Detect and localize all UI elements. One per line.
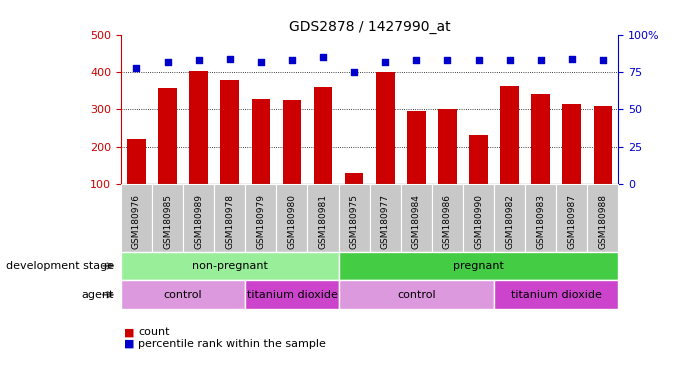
Point (224, 55, 235, 61)
Bar (500, 86, 519, 184)
Point (473, 57, 484, 63)
Text: GSM180983: GSM180983 (536, 194, 545, 249)
Point (131, 65, 142, 71)
Text: GSM180984: GSM180984 (412, 194, 421, 249)
Text: titanium dioxide: titanium dioxide (247, 290, 337, 300)
Text: GSM180986: GSM180986 (443, 194, 452, 249)
Point (504, 57, 515, 63)
Point (349, 69, 360, 75)
Point (380, 58, 391, 65)
Bar (127, 139, 146, 184)
Text: non-pregnant: non-pregnant (192, 261, 267, 271)
Text: GSM180987: GSM180987 (567, 194, 576, 249)
Text: GSM180990: GSM180990 (474, 194, 483, 249)
Bar (531, 94, 550, 184)
Bar (594, 106, 612, 184)
Point (162, 58, 173, 65)
Bar (438, 109, 457, 184)
Text: pregnant: pregnant (453, 261, 504, 271)
Text: control: control (164, 290, 202, 300)
Bar (283, 100, 301, 184)
Text: GSM180982: GSM180982 (505, 194, 514, 249)
Text: GSM180978: GSM180978 (225, 194, 234, 249)
Bar (314, 87, 332, 184)
Point (535, 57, 546, 63)
Text: percentile rank within the sample: percentile rank within the sample (138, 339, 326, 349)
Point (256, 58, 267, 65)
Point (442, 57, 453, 63)
Text: GSM180988: GSM180988 (598, 194, 607, 249)
Point (410, 57, 422, 63)
Text: control: control (397, 290, 435, 300)
Bar (189, 71, 208, 184)
Text: ■: ■ (124, 327, 135, 337)
Bar (407, 111, 426, 184)
Text: GSM180985: GSM180985 (163, 194, 172, 249)
Bar (376, 72, 395, 184)
Point (597, 57, 608, 63)
Bar (158, 88, 177, 184)
Text: count: count (138, 327, 170, 337)
Point (286, 57, 297, 63)
Bar (220, 80, 239, 184)
Text: development stage: development stage (6, 261, 114, 271)
Text: agent: agent (82, 290, 114, 300)
Text: ■: ■ (124, 339, 135, 349)
Point (193, 57, 205, 63)
Title: GDS2878 / 1427990_at: GDS2878 / 1427990_at (289, 20, 451, 33)
Point (317, 54, 329, 60)
Bar (345, 173, 363, 184)
Text: GSM180989: GSM180989 (194, 194, 203, 249)
Text: GSM180975: GSM180975 (350, 194, 359, 249)
Point (566, 55, 577, 61)
Text: titanium dioxide: titanium dioxide (511, 290, 602, 300)
Text: GSM180980: GSM180980 (287, 194, 296, 249)
Text: GSM180976: GSM180976 (132, 194, 141, 249)
Bar (562, 104, 581, 184)
Bar (252, 99, 270, 184)
Text: GSM180979: GSM180979 (256, 194, 265, 249)
Text: GSM180977: GSM180977 (381, 194, 390, 249)
Text: GSM180981: GSM180981 (319, 194, 328, 249)
Bar (469, 135, 488, 184)
